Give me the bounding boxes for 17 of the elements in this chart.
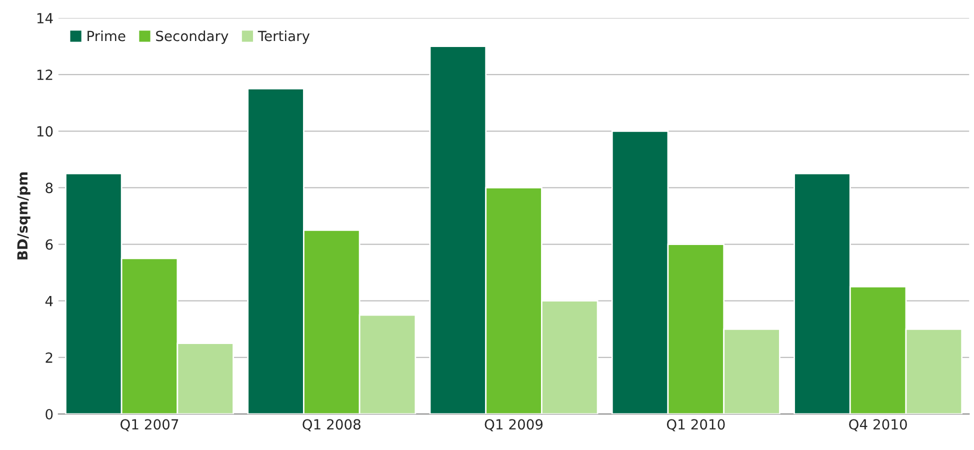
x-tick-label: Q1 2008	[302, 419, 360, 432]
y-tick-label: 2	[46, 352, 52, 363]
x-tick-label: Q1 2007	[120, 419, 178, 432]
legend-label: Tertiary	[258, 30, 310, 44]
y-tick-label: 14	[37, 13, 53, 24]
y-tick-label: 0	[46, 408, 53, 420]
y-tick-label: 8	[46, 182, 53, 194]
y-tick-label: 12	[37, 70, 52, 80]
y-axis-title: BD/sqm/pm	[17, 172, 30, 260]
x-tick-label: Q1 2009	[484, 419, 543, 432]
y-tick-label: 6	[46, 239, 53, 250]
x-tick-label: Q1 2010	[666, 419, 725, 432]
x-tick-label: Q4 2010	[849, 419, 907, 432]
legend-label: Secondary	[156, 30, 228, 44]
legend-label: Prime	[88, 30, 126, 42]
y-tick-label: 4	[45, 296, 53, 306]
y-tick-label: 10	[37, 126, 53, 137]
